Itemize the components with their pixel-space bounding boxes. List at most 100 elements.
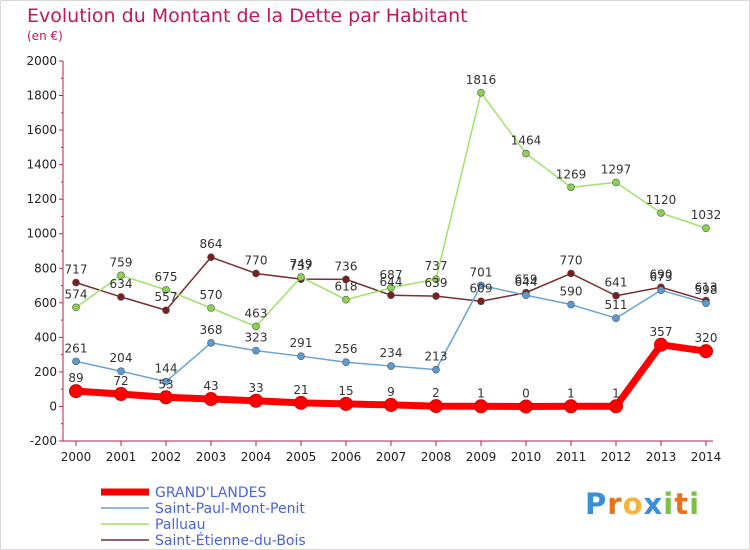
- data-point: [159, 390, 173, 405]
- data-label: 749: [290, 257, 313, 271]
- data-point: [252, 346, 260, 355]
- data-point: [117, 293, 125, 301]
- data-point: [654, 337, 668, 352]
- data-label: 1269: [556, 167, 587, 181]
- data-point: [699, 344, 713, 359]
- data-label: 641: [605, 276, 628, 290]
- data-label: 43: [203, 379, 218, 393]
- data-label: 256: [335, 342, 358, 356]
- data-label: 736: [335, 259, 358, 273]
- x-tick-label: 2004: [241, 450, 272, 464]
- data-label: 213: [425, 350, 448, 364]
- data-point: [72, 357, 80, 366]
- x-tick-label: 2012: [601, 450, 632, 464]
- data-point: [432, 292, 440, 300]
- data-point: [567, 300, 575, 309]
- data-label: 357: [650, 325, 673, 339]
- y-tick-label: 1200: [26, 192, 57, 206]
- data-label: 570: [200, 288, 223, 302]
- data-point: [657, 209, 665, 217]
- axes: -200 0 200 400 600 800 1000 1200 1400 1600 1800 200…: [26, 54, 721, 464]
- data-label: 557: [155, 290, 178, 304]
- data-point: [519, 399, 533, 414]
- data-point: [612, 291, 620, 300]
- data-point: [702, 224, 710, 232]
- y-tick-label: 0: [49, 399, 57, 413]
- data-label: 463: [245, 306, 268, 320]
- y-tick-label: -200: [30, 434, 57, 448]
- data-label: 574: [65, 287, 88, 301]
- y-tick-label: 800: [34, 261, 57, 275]
- legend-label: Palluau: [155, 517, 206, 533]
- data-label: 675: [155, 270, 178, 284]
- x-tick-label: 2000: [61, 450, 92, 464]
- data-point: [384, 397, 398, 412]
- data-label: 770: [560, 253, 583, 267]
- data-label: 320: [695, 331, 718, 345]
- data-label: 864: [200, 237, 223, 251]
- chart-title: Evolution du Montant de la Dette par Hab…: [27, 5, 468, 27]
- x-tick-label: 2009: [466, 450, 497, 464]
- data-label: 1: [567, 386, 575, 400]
- data-point: [432, 365, 440, 374]
- logo-letter: x: [643, 487, 664, 521]
- data-point: [474, 399, 488, 414]
- data-label: 590: [560, 285, 583, 299]
- data-point: [162, 306, 170, 315]
- data-point: [477, 281, 485, 290]
- data-point: [342, 295, 350, 304]
- data-point: [297, 352, 305, 360]
- data-point: [522, 291, 530, 300]
- data-label: 291: [290, 336, 313, 350]
- y-tick-label: 1000: [26, 227, 57, 241]
- data-label: 1120: [646, 193, 677, 207]
- data-point: [432, 275, 440, 283]
- legend-label: Saint-Paul-Mont-Penit: [155, 501, 305, 517]
- y-tick-label: 2000: [26, 54, 57, 68]
- x-tick-label: 2006: [331, 450, 362, 464]
- data-label: 204: [110, 351, 133, 365]
- data-label: 144: [155, 362, 178, 376]
- data-point: [207, 253, 215, 262]
- data-point: [612, 178, 620, 187]
- data-point: [297, 273, 305, 281]
- data-label: 598: [695, 283, 718, 297]
- data-label: 2: [432, 386, 440, 400]
- x-tick-label: 2013: [646, 450, 677, 464]
- logo-letter: P: [585, 487, 608, 521]
- data-point: [117, 367, 125, 376]
- data-point: [522, 149, 530, 158]
- y-tick-label: 600: [34, 296, 57, 310]
- data-label: 618: [335, 280, 358, 294]
- data-label: 1: [612, 386, 620, 400]
- legend-label: GRAND'LANDES: [155, 485, 266, 501]
- data-label: 1032: [691, 208, 722, 222]
- data-point: [387, 283, 395, 292]
- legend: GRAND'LANDESSaint-Paul-Mont-PenitPalluau…: [101, 485, 306, 549]
- x-tick-label: 2008: [421, 450, 452, 464]
- x-tick-label: 2001: [106, 450, 137, 464]
- data-label: 511: [605, 298, 628, 312]
- data-point: [72, 303, 80, 312]
- data-label: 673: [650, 270, 673, 284]
- data-label: 639: [425, 276, 448, 290]
- data-label: 717: [65, 263, 88, 277]
- x-tick-label: 2007: [376, 450, 407, 464]
- data-label: 53: [158, 377, 173, 391]
- logo-letter: t: [674, 487, 690, 521]
- y-tick-label: 400: [34, 330, 57, 344]
- data-point: [72, 278, 80, 287]
- data-point: [429, 399, 443, 414]
- y-tick-label: 1600: [26, 123, 57, 137]
- data-point: [657, 286, 665, 295]
- chart-subtitle: (en €): [27, 29, 63, 43]
- data-point: [69, 384, 83, 399]
- data-point: [387, 291, 395, 300]
- data-label: 15: [338, 384, 353, 398]
- data-point: [702, 299, 710, 307]
- data-label: 0: [522, 386, 530, 400]
- data-point: [207, 339, 215, 347]
- data-label: 644: [380, 275, 403, 289]
